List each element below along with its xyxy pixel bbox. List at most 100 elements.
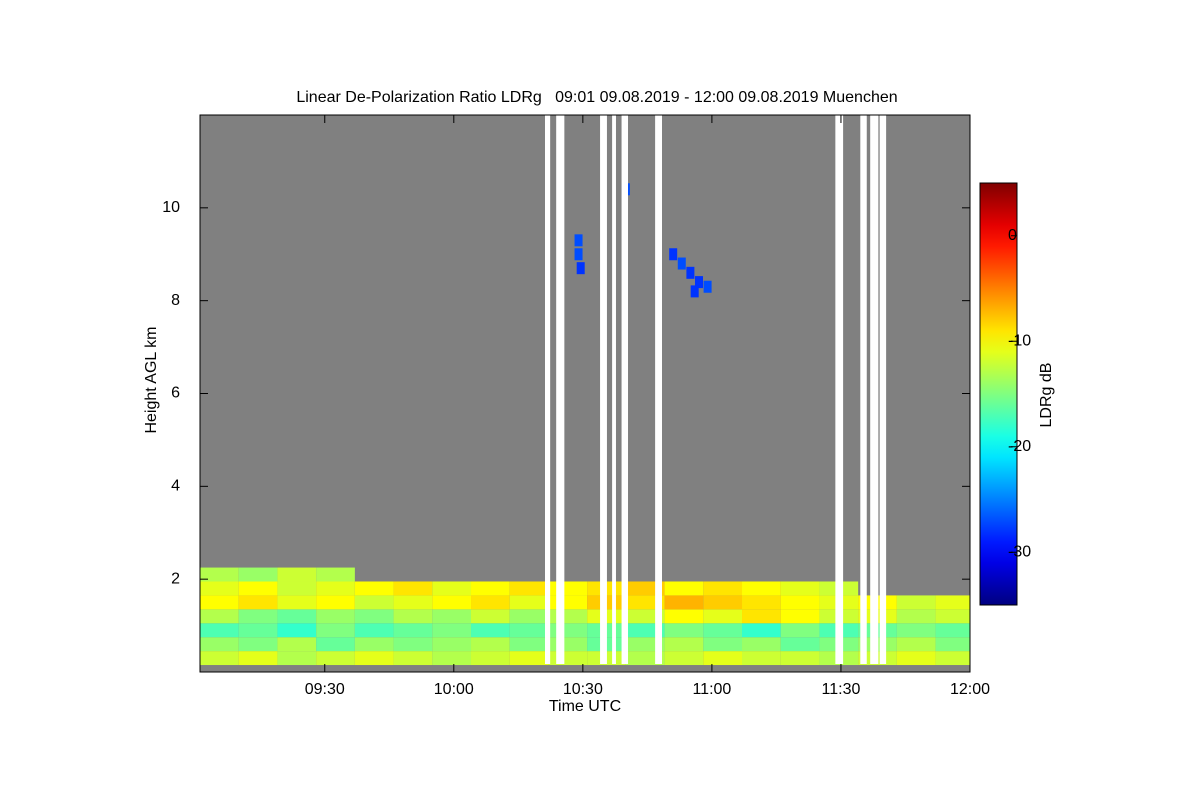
colorbar-tick-label: -10 — [1008, 332, 1031, 349]
heatmap-cell — [354, 595, 394, 610]
heatmap-cell — [277, 581, 317, 596]
heatmap-cell — [935, 623, 970, 638]
heatmap-cell — [548, 651, 588, 666]
cloud-cell — [694, 276, 703, 289]
heatmap-cell — [703, 651, 743, 666]
heatmap-cell — [277, 567, 317, 582]
x-tick-label: 11:30 — [822, 681, 861, 698]
no-data-gap — [600, 115, 607, 664]
no-data-gap — [879, 115, 887, 664]
no-data-gap — [655, 115, 662, 664]
heatmap-cell — [548, 637, 588, 652]
heatmap-cell — [393, 581, 433, 596]
heatmap-cell — [548, 609, 588, 624]
cloud-cell — [576, 262, 585, 275]
heatmap-cell — [703, 623, 743, 638]
heatmap-cell — [277, 651, 317, 666]
heatmap-cell — [548, 581, 588, 596]
heatmap-cell — [664, 623, 704, 638]
heatmap-cell — [742, 623, 781, 638]
cloud-cell — [574, 248, 583, 261]
heatmap-cell — [432, 623, 472, 638]
heatmap-cell — [471, 595, 510, 610]
no-data-gap — [835, 115, 844, 664]
heatmap-cell — [238, 567, 278, 582]
heatmap-cell — [664, 595, 704, 610]
heatmap-cell — [625, 623, 665, 638]
heatmap-cell — [896, 595, 936, 610]
heatmap-cell — [432, 581, 472, 596]
x-tick-label: 11:00 — [692, 681, 731, 698]
heatmap-cell — [238, 623, 278, 638]
heatmap-cell — [354, 609, 394, 624]
heatmap-cell — [316, 637, 355, 652]
heatmap-cell — [742, 651, 781, 666]
heatmap-cell — [238, 581, 278, 596]
heatmap-cell — [548, 595, 588, 610]
y-tick-label: 8 — [171, 292, 180, 309]
heatmap-cell — [277, 623, 317, 638]
heatmap-cell — [393, 637, 433, 652]
heatmap-cell — [742, 581, 781, 596]
heatmap-cell — [935, 595, 970, 610]
heatmap-cell — [664, 609, 704, 624]
heatmap-cell — [509, 609, 549, 624]
heatmap-cell — [238, 595, 278, 610]
heatmap-cell — [625, 651, 665, 666]
heatmap-cell — [471, 637, 510, 652]
heatmap-cell — [509, 581, 549, 596]
heatmap-cell — [393, 595, 433, 610]
heatmap-cell — [354, 581, 394, 596]
y-tick-label: 2 — [171, 570, 180, 587]
heatmap-cell — [316, 581, 355, 596]
heatmap-cell — [935, 637, 970, 652]
heatmap-cell — [509, 651, 549, 666]
heatmap-cell — [393, 651, 433, 666]
heatmap-cell — [548, 623, 588, 638]
colorbar-tick-label: -20 — [1008, 438, 1031, 455]
chart-title: Linear De-Polarization Ratio LDRg 09:01 … — [296, 89, 897, 106]
heatmap-cell — [393, 623, 433, 638]
heatmap-cell — [703, 637, 743, 652]
heatmap-cell — [471, 651, 510, 666]
cloud-cell — [703, 280, 712, 293]
y-tick-label: 6 — [171, 385, 180, 402]
heatmap-cell — [277, 609, 317, 624]
heatmap-cell — [200, 609, 239, 624]
cloud-cell — [686, 266, 695, 279]
heatmap-cell — [742, 609, 781, 624]
heatmap-cell — [896, 651, 936, 666]
heatmap-cell — [935, 609, 970, 624]
heatmap-cell — [780, 651, 820, 666]
heatmap-cell — [432, 595, 472, 610]
heatmap-cell — [471, 623, 510, 638]
heatmap-cell — [780, 637, 820, 652]
heatmap-cell — [200, 595, 239, 610]
heatmap-cell — [664, 651, 704, 666]
no-data-gap — [870, 115, 879, 664]
cloud-cell — [574, 234, 583, 247]
heatmap-cell — [316, 609, 355, 624]
no-data-gap — [556, 115, 565, 664]
heatmap-cell — [703, 609, 743, 624]
no-data-gap — [860, 115, 867, 664]
heatmap-cell — [625, 595, 665, 610]
heatmap-cell — [625, 637, 665, 652]
heatmap-cell — [200, 581, 239, 596]
heatmap-cell — [509, 595, 549, 610]
heatmap-cell — [780, 623, 820, 638]
no-data-gap — [544, 115, 551, 664]
cloud-cell — [669, 248, 678, 261]
heatmap-cell — [625, 581, 665, 596]
heatmap-cell — [354, 651, 394, 666]
heatmap-cell — [354, 623, 394, 638]
heatmap-cell — [780, 581, 820, 596]
x-tick-label: 10:30 — [563, 681, 603, 698]
colorbar — [979, 182, 1018, 606]
x-tick-label: 09:30 — [305, 681, 345, 698]
no-data-gap — [621, 115, 629, 664]
heatmap-cell — [896, 623, 936, 638]
heatmap-cell — [200, 637, 239, 652]
y-tick-label: 4 — [171, 478, 180, 495]
